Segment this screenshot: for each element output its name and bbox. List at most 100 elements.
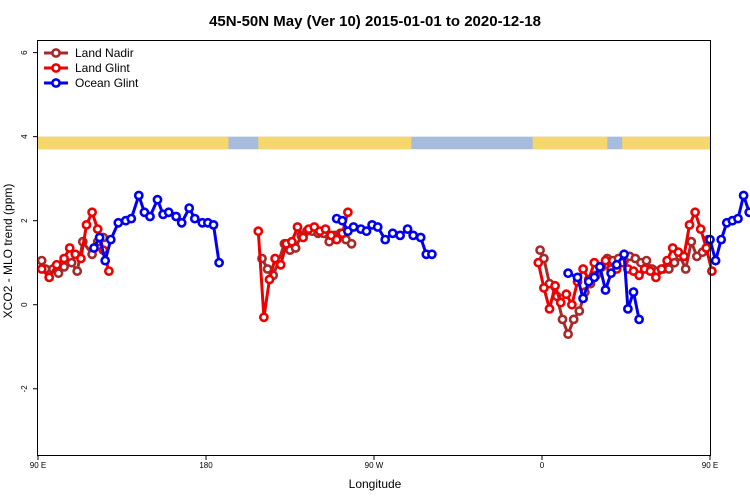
data-point — [707, 266, 717, 276]
data-point — [595, 261, 605, 272]
data-point — [270, 253, 280, 264]
data-point — [152, 194, 163, 205]
land-ocean-band — [38, 136, 710, 150]
data-point — [733, 213, 743, 224]
data-point — [87, 207, 97, 218]
x-tick-label: 90 E — [702, 461, 718, 470]
data-point — [104, 266, 114, 276]
data-point — [380, 234, 391, 245]
band-land — [532, 136, 608, 150]
data-point — [634, 314, 644, 325]
data-point — [66, 257, 77, 268]
series-ocean-glint — [89, 190, 750, 325]
legend-label: Ocean Glint — [75, 76, 139, 90]
data-point — [535, 245, 545, 255]
data-point — [539, 282, 549, 293]
legend-marker — [51, 78, 61, 88]
data-point — [145, 211, 155, 222]
data-point — [395, 230, 405, 241]
legend-label: Land Nadir — [75, 46, 134, 60]
data-point — [320, 224, 331, 234]
data-point — [81, 219, 92, 230]
data-point — [184, 203, 195, 213]
data-point — [563, 329, 573, 339]
data-point — [36, 255, 47, 266]
data-point — [105, 234, 116, 245]
band-land — [258, 136, 412, 150]
data-point — [686, 236, 697, 247]
data-point — [402, 224, 413, 234]
y-axis: -2 0 2 4 6 — [20, 50, 38, 393]
data-point — [600, 285, 611, 295]
data-point — [53, 268, 64, 279]
data-point — [76, 253, 86, 264]
data-point — [563, 268, 573, 279]
data-point — [555, 297, 566, 308]
data-point — [189, 213, 200, 224]
data-point — [36, 264, 47, 274]
data-point — [574, 306, 585, 316]
data-point — [72, 266, 83, 276]
data-point — [408, 230, 419, 241]
data-point — [611, 259, 622, 270]
y-tick-label: 2 — [20, 218, 29, 223]
data-point — [100, 255, 111, 266]
y-tick-label: -2 — [20, 385, 29, 393]
data-point — [641, 255, 652, 266]
series-land-glint — [36, 207, 717, 323]
x-tick-label: 90 E — [30, 461, 46, 470]
data-point — [176, 217, 187, 228]
y-tick-label: 4 — [20, 134, 29, 139]
data-point — [561, 289, 572, 300]
legend-marker — [51, 63, 61, 73]
data-point — [716, 234, 727, 245]
data-point — [372, 222, 383, 232]
data-point — [89, 243, 99, 253]
data-point — [426, 249, 437, 260]
data-point — [544, 303, 555, 314]
data-point — [331, 234, 342, 245]
data-point — [738, 190, 749, 201]
data-point — [92, 224, 103, 234]
data-point — [264, 274, 275, 285]
data-point — [163, 207, 174, 218]
data-point — [59, 253, 69, 264]
legend-marker — [51, 48, 61, 58]
data-point — [679, 251, 689, 262]
series-layer — [36, 190, 750, 339]
x-axis: 90 E 180 90 W 0 90 E — [30, 455, 718, 470]
data-point — [600, 255, 611, 266]
plot-frame — [37, 40, 711, 456]
data-point — [710, 255, 721, 266]
data-point — [550, 280, 560, 291]
chart-title: 45N-50N May (Ver 10) 2015-01-01 to 2020-… — [209, 13, 541, 30]
data-point — [662, 255, 672, 266]
data-point — [64, 243, 75, 253]
data-point — [572, 272, 583, 283]
series-line — [708, 190, 750, 267]
data-point — [656, 264, 667, 274]
x-tick-label: 90 W — [365, 461, 384, 470]
data-point — [589, 272, 600, 283]
x-tick-label: 180 — [199, 461, 213, 470]
y-tick-label: 0 — [20, 302, 29, 307]
data-point — [680, 264, 691, 274]
data-point — [701, 243, 712, 253]
series-line — [92, 190, 221, 263]
data-point — [628, 287, 639, 297]
data-point — [619, 249, 629, 260]
data-point — [171, 211, 181, 222]
data-point — [606, 268, 616, 279]
band-land — [622, 136, 710, 150]
data-point — [133, 190, 144, 201]
data-point — [214, 257, 224, 268]
data-point — [684, 219, 695, 230]
data-point — [44, 272, 55, 283]
data-point — [578, 293, 588, 304]
x-axis-label: Longitude — [349, 477, 402, 491]
data-point — [361, 226, 372, 237]
data-point — [342, 207, 353, 218]
data-point — [744, 207, 750, 218]
